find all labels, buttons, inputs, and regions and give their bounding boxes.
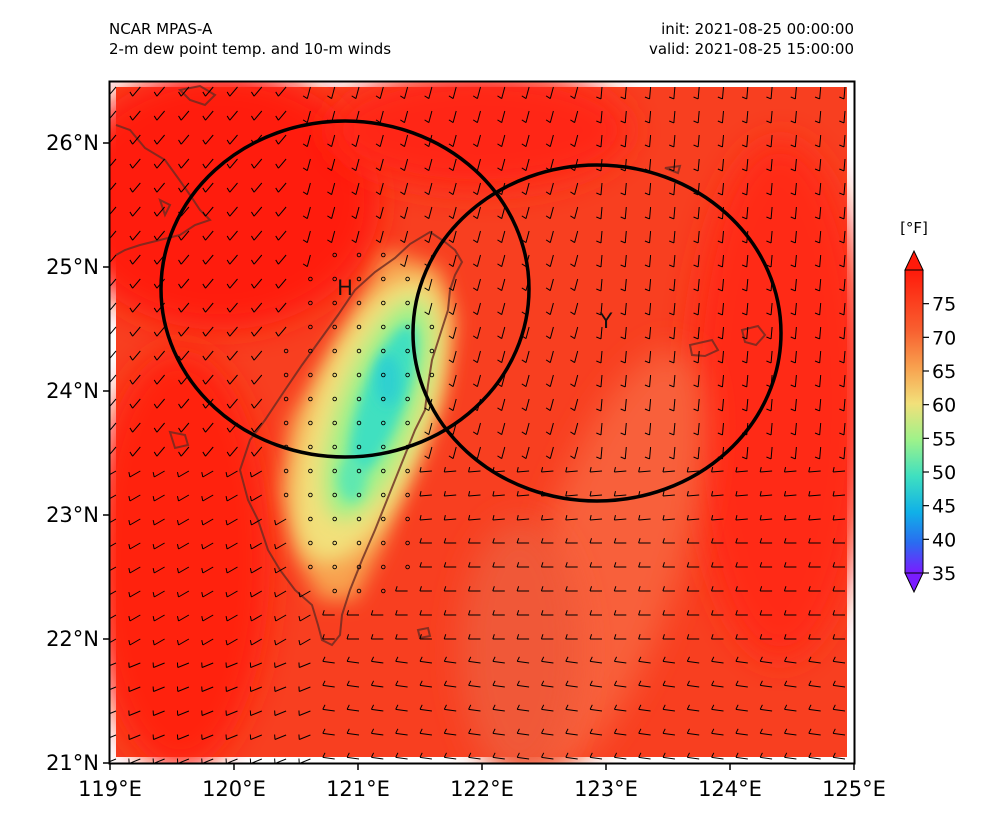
- header-left: NCAR MPAS-A 2-m dew point temp. and 10-m…: [109, 19, 391, 59]
- coastlines: [115, 84, 767, 647]
- init-time: init: 2021-08-25 00:00:00: [661, 20, 854, 38]
- colorbar-max-extend: [904, 249, 924, 271]
- colorbar-unit: [°F]: [900, 219, 928, 237]
- colorbar-tick-label: 55: [932, 428, 956, 450]
- field-name: 2-m dew point temp. and 10-m winds: [109, 40, 392, 58]
- y-tick-label: 21°N: [46, 751, 99, 775]
- x-tick-label: 120°E: [202, 777, 266, 801]
- colorbar-tick-label: 50: [932, 462, 956, 484]
- colorbar-tick-label: 45: [932, 496, 956, 518]
- colorbar: [°F] 35 40 45 50 55 60 65 70 75: [900, 219, 956, 594]
- colorbar-tick-label: 65: [932, 361, 956, 383]
- marker-y: Y: [599, 309, 613, 333]
- iriomote-island: [740, 324, 767, 347]
- marker-h: H: [337, 276, 353, 300]
- y-tick-label: 22°N: [46, 627, 99, 651]
- wind-barbs: [110, 86, 846, 763]
- circle-y: [411, 163, 783, 503]
- valid-time: valid: 2021-08-25 15:00:00: [648, 40, 854, 58]
- x-tick-label: 121°E: [326, 777, 390, 801]
- colorbar-gradient: [904, 269, 924, 574]
- x-axis: 119°E 120°E 121°E 122°E 123°E 124°E 125°E: [78, 763, 886, 801]
- y-tick-label: 23°N: [46, 503, 99, 527]
- header-right: init: 2021-08-25 00:00:00 valid: 2021-08…: [540, 19, 854, 59]
- colorbar-tick-label: 40: [932, 529, 956, 551]
- y-tick-label: 26°N: [46, 131, 99, 155]
- x-tick-label: 124°E: [698, 777, 762, 801]
- storm-circles: [159, 119, 783, 503]
- model-name: NCAR MPAS-A: [109, 20, 213, 38]
- x-tick-label: 123°E: [574, 777, 638, 801]
- yonaguni-island: [688, 338, 720, 358]
- colorbar-tick-label: 60: [932, 395, 956, 417]
- y-tick-label: 25°N: [46, 255, 99, 279]
- colorbar-tick-label: 75: [932, 294, 956, 316]
- colorbar-tick-label: 70: [932, 327, 956, 349]
- x-tick-label: 125°E: [822, 777, 886, 801]
- y-axis: 21°N 22°N 23°N 24°N 25°N 26°N: [46, 131, 110, 775]
- colorbar-tick-label: 35: [932, 563, 956, 585]
- circle-h: [159, 119, 531, 459]
- x-tick-label: 122°E: [450, 777, 514, 801]
- taiwan-coastline: [238, 230, 464, 647]
- colorbar-min-extend: [904, 572, 924, 594]
- y-tick-label: 24°N: [46, 379, 99, 403]
- x-tick-label: 119°E: [78, 777, 142, 801]
- dewpoint-field: [110, 81, 854, 763]
